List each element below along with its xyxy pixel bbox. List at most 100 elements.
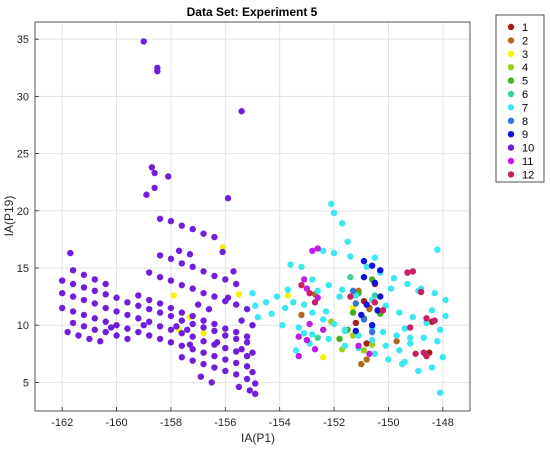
data-point-series-10 bbox=[211, 320, 218, 328]
data-point-series-10 bbox=[243, 363, 251, 370]
data-point-series-10 bbox=[222, 367, 229, 375]
data-point-series-9 bbox=[352, 327, 360, 335]
data-point-series-10 bbox=[232, 348, 240, 355]
data-point-series-7 bbox=[309, 309, 316, 316]
data-point-series-10 bbox=[232, 371, 240, 378]
series-7 bbox=[249, 200, 449, 396]
data-point-series-10 bbox=[91, 326, 99, 333]
legend-label-9: 9 bbox=[522, 129, 528, 141]
data-point-series-10 bbox=[97, 338, 104, 345]
data-point-series-10 bbox=[156, 215, 164, 222]
legend-marker-6 bbox=[507, 90, 515, 98]
data-point-series-7 bbox=[295, 324, 302, 331]
x-tick-label: -148 bbox=[432, 417, 454, 429]
data-point-series-7 bbox=[409, 313, 417, 321]
data-point-series-9 bbox=[374, 307, 381, 314]
data-point-series-10 bbox=[189, 312, 196, 320]
legend-label-6: 6 bbox=[522, 89, 528, 101]
data-point-series-10 bbox=[151, 169, 158, 177]
data-point-series-7 bbox=[341, 342, 349, 349]
data-point-series-7 bbox=[442, 296, 449, 304]
data-point-series-10 bbox=[224, 194, 232, 202]
legend-marker-5 bbox=[507, 77, 515, 84]
data-point-series-12 bbox=[379, 307, 387, 314]
legend-label-12: 12 bbox=[522, 169, 534, 181]
data-point-series-10 bbox=[211, 327, 218, 335]
data-point-series-7 bbox=[393, 332, 400, 339]
data-point-series-3 bbox=[319, 354, 327, 361]
x-axis-label: IA(P1) bbox=[241, 431, 275, 445]
plot-area bbox=[35, 22, 470, 411]
data-point-series-7 bbox=[406, 334, 414, 341]
data-point-series-10 bbox=[211, 364, 218, 371]
data-point-series-2 bbox=[358, 360, 365, 368]
data-point-series-7 bbox=[379, 328, 387, 336]
data-point-series-7 bbox=[273, 293, 281, 300]
data-point-series-7 bbox=[404, 280, 411, 288]
data-point-series-10 bbox=[173, 323, 180, 330]
data-point-series-10 bbox=[200, 268, 207, 275]
data-point-series-10 bbox=[102, 328, 109, 336]
data-point-series-10 bbox=[178, 317, 186, 324]
data-point-series-10 bbox=[156, 300, 164, 307]
y-axis-ticks: 5 10 15 20 25 30 35 bbox=[17, 34, 39, 389]
data-point-series-11 bbox=[366, 350, 373, 357]
data-point-series-10 bbox=[113, 321, 120, 329]
data-point-series-7 bbox=[287, 261, 294, 268]
data-point-series-7 bbox=[406, 340, 414, 347]
data-point-series-7 bbox=[262, 299, 270, 306]
data-point-series-10 bbox=[91, 287, 99, 295]
data-point-series-10 bbox=[213, 339, 221, 346]
legend-marker-12 bbox=[507, 171, 515, 178]
data-point-series-10 bbox=[107, 324, 115, 331]
data-point-series-1 bbox=[363, 340, 370, 347]
data-point-series-10 bbox=[67, 249, 74, 257]
data-points bbox=[58, 38, 449, 398]
data-point-series-10 bbox=[102, 291, 109, 298]
data-point-series-10 bbox=[178, 281, 186, 289]
plot-frame bbox=[34, 21, 471, 412]
data-point-series-10 bbox=[238, 317, 245, 324]
y-tick-label: 20 bbox=[17, 206, 29, 218]
data-point-series-10 bbox=[124, 335, 131, 343]
data-point-series-7 bbox=[401, 358, 408, 366]
data-point-series-12 bbox=[347, 293, 354, 300]
y-tick-label: 15 bbox=[17, 263, 29, 275]
data-point-series-10 bbox=[151, 184, 158, 192]
data-point-series-7 bbox=[292, 347, 300, 354]
data-point-series-10 bbox=[58, 289, 66, 297]
data-point-series-11 bbox=[303, 336, 311, 344]
data-point-series-10 bbox=[238, 108, 245, 115]
data-point-series-10 bbox=[186, 251, 194, 258]
data-point-series-10 bbox=[219, 248, 226, 256]
data-point-series-12 bbox=[420, 349, 427, 356]
data-point-series-10 bbox=[102, 318, 109, 325]
legend-marker-9 bbox=[507, 131, 515, 138]
series-10 bbox=[58, 38, 259, 398]
data-point-series-7 bbox=[390, 275, 398, 282]
data-point-series-7 bbox=[319, 316, 327, 323]
data-point-series-7 bbox=[439, 354, 447, 361]
data-point-series-3 bbox=[284, 292, 292, 299]
data-point-series-10 bbox=[205, 305, 213, 313]
data-point-series-10 bbox=[140, 38, 147, 45]
y-tick-label: 10 bbox=[17, 320, 29, 332]
data-point-series-9 bbox=[368, 321, 376, 329]
legend-label-5: 5 bbox=[522, 76, 528, 88]
data-point-series-7 bbox=[268, 310, 275, 317]
data-point-series-10 bbox=[200, 230, 207, 237]
data-point-series-10 bbox=[91, 315, 99, 322]
data-point-series-7 bbox=[298, 263, 305, 271]
data-point-series-11 bbox=[295, 352, 302, 360]
data-point-series-10 bbox=[189, 225, 196, 233]
data-point-series-11 bbox=[309, 247, 316, 255]
data-point-series-7 bbox=[336, 293, 343, 300]
data-point-series-10 bbox=[124, 311, 131, 319]
x-tick-label: -158 bbox=[160, 417, 182, 429]
data-point-series-10 bbox=[243, 333, 251, 340]
data-point-series-10 bbox=[178, 330, 186, 337]
data-point-series-7 bbox=[290, 299, 297, 306]
data-point-series-10 bbox=[235, 383, 243, 391]
